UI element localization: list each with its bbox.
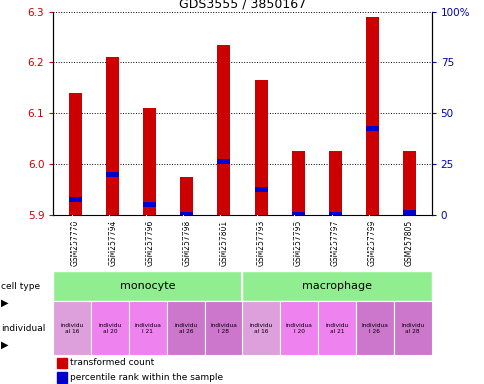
Bar (328, 151, 341, 215)
Text: percentile rank within the sample: percentile rank within the sample (70, 373, 223, 382)
Bar (318, 301, 355, 355)
Bar (106, 57, 119, 215)
Bar (402, 210, 415, 215)
Text: individua
l 21: individua l 21 (134, 323, 161, 334)
Bar (393, 301, 431, 355)
Bar (53, 301, 91, 355)
Text: individua
l 28: individua l 28 (210, 323, 237, 334)
Text: GSM257801: GSM257801 (219, 220, 228, 266)
Text: transformed count: transformed count (70, 359, 154, 367)
Text: GSM257793: GSM257793 (256, 220, 265, 266)
Bar (217, 159, 230, 164)
Bar (328, 212, 341, 218)
Text: individua
l 20: individua l 20 (285, 323, 312, 334)
Text: individu
al 16: individu al 16 (60, 323, 84, 334)
Text: cell type: cell type (1, 282, 40, 291)
Bar (57, 358, 66, 368)
Bar (402, 151, 415, 215)
Text: macrophage: macrophage (302, 281, 371, 291)
Text: ▶: ▶ (1, 298, 8, 308)
Bar (180, 177, 193, 215)
Bar (217, 45, 230, 215)
Text: GSM257794: GSM257794 (108, 220, 117, 266)
Text: individu
al 28: individu al 28 (400, 323, 424, 334)
Text: GSM257796: GSM257796 (145, 220, 154, 266)
Bar (242, 271, 431, 301)
Text: GSM257799: GSM257799 (367, 220, 376, 266)
Bar (365, 126, 378, 131)
Bar (355, 301, 393, 355)
Bar (365, 17, 378, 215)
Text: GSM257770: GSM257770 (71, 220, 80, 266)
Text: ▶: ▶ (1, 340, 8, 350)
Text: individu
al 21: individu al 21 (325, 323, 348, 334)
Bar (291, 151, 304, 215)
Bar (53, 271, 242, 301)
Text: GSM257805: GSM257805 (404, 220, 413, 266)
Text: individu
al 20: individu al 20 (98, 323, 121, 334)
Text: GSM257795: GSM257795 (293, 220, 302, 266)
Bar (254, 80, 267, 215)
Bar (254, 187, 267, 192)
Bar (69, 197, 82, 202)
Text: individua
l 26: individua l 26 (361, 323, 388, 334)
Bar (143, 202, 156, 207)
Bar (204, 301, 242, 355)
Text: GSM257797: GSM257797 (330, 220, 339, 266)
Text: individu
al 16: individu al 16 (249, 323, 272, 334)
Bar (166, 301, 204, 355)
Bar (280, 301, 318, 355)
Bar (91, 301, 129, 355)
Bar (106, 172, 119, 177)
Bar (129, 301, 166, 355)
Bar (143, 108, 156, 215)
Bar (291, 212, 304, 218)
Text: individual: individual (1, 324, 45, 333)
Text: individu
al 26: individu al 26 (174, 323, 197, 334)
Text: GSM257798: GSM257798 (182, 220, 191, 266)
Bar (242, 301, 280, 355)
Text: monocyte: monocyte (120, 281, 175, 291)
Bar (57, 372, 66, 382)
Bar (69, 93, 82, 215)
Title: GDS3555 / 3850167: GDS3555 / 3850167 (179, 0, 305, 10)
Bar (180, 212, 193, 218)
